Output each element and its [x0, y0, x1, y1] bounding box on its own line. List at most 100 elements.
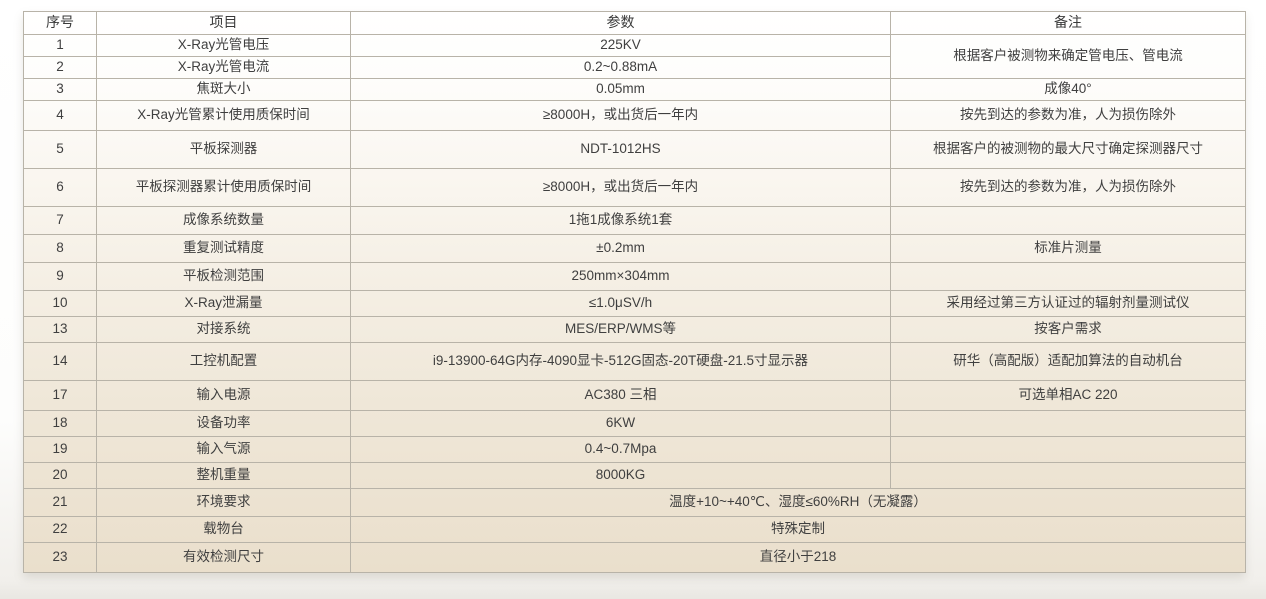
remark-cell — [890, 262, 1246, 291]
row-no-cell: 18 — [23, 410, 97, 437]
item-cell: 设备功率 — [96, 410, 351, 437]
spec-table: 序号 项目 参数 备注 1 X-Ray光管电压 225KV 根据客户被测物来确定管电压… — [23, 11, 1246, 573]
table-row: 18 设备功率 6KW — [23, 410, 1246, 437]
row-no-cell: 19 — [23, 436, 97, 463]
item-cell: X-Ray光管电流 — [96, 56, 351, 79]
row-no-cell: 6 — [23, 168, 97, 207]
param-cell: 6KW — [350, 410, 891, 437]
table-row: 5 平板探测器 NDT-1012HS 根据客户的被测物的最大尺寸确定探测器尺寸 — [23, 130, 1246, 169]
item-cell: 整机重量 — [96, 462, 351, 489]
row-no-cell: 22 — [23, 516, 97, 543]
remark-cell: 按先到达的参数为准，人为损伤除外 — [890, 100, 1246, 131]
item-cell: 载物台 — [96, 516, 351, 543]
row-no-cell: 13 — [23, 316, 97, 343]
row-no-cell: 9 — [23, 262, 97, 291]
param-cell: NDT-1012HS — [350, 130, 891, 169]
item-cell: 成像系统数量 — [96, 206, 351, 235]
item-cell: 焦斑大小 — [96, 78, 351, 101]
param-cell: 0.2~0.88mA — [350, 56, 891, 79]
remark-cell — [890, 436, 1246, 463]
row-no-cell: 10 — [23, 290, 97, 317]
remark-cell: 采用经过第三方认证过的辐射剂量测试仪 — [890, 290, 1246, 317]
header-row: 序号 项目 参数 备注 — [23, 11, 1246, 35]
item-cell: 环境要求 — [96, 488, 351, 517]
item-cell: 输入气源 — [96, 436, 351, 463]
remark-cell: 根据客户被测物来确定管电压、管电流 — [890, 34, 1246, 79]
header-cell-item: 项目 — [96, 11, 351, 35]
item-cell: 对接系统 — [96, 316, 351, 343]
remark-cell: 成像40° — [890, 78, 1246, 101]
row-no-cell: 8 — [23, 234, 97, 263]
table-row: 22 载物台 特殊定制 — [23, 516, 1246, 543]
row-no-cell: 3 — [23, 78, 97, 101]
table-row: 13 对接系统 MES/ERP/WMS等 按客户需求 — [23, 316, 1246, 343]
table-row: 2 X-Ray光管电流 0.2~0.88mA — [23, 56, 1246, 79]
item-cell: 工控机配置 — [96, 342, 351, 381]
row-no-cell: 7 — [23, 206, 97, 235]
table-row: 8 重复测试精度 ±0.2mm 标准片测量 — [23, 234, 1246, 263]
spec-table-body: 1 X-Ray光管电压 225KV 根据客户被测物来确定管电压、管电流 2 X-Ray光管… — [23, 34, 1246, 573]
table-row: 4 X-Ray光管累计使用质保时间 ≥8000H，或出货后一年内 按先到达的参数为准，… — [23, 100, 1246, 131]
table-row: 23 有效检测尺寸 直径小于218 — [23, 542, 1246, 573]
table-row: 9 平板检测范围 250mm×304mm — [23, 262, 1246, 291]
item-cell: 有效检测尺寸 — [96, 542, 351, 573]
param-cell: ≥8000H，或出货后一年内 — [350, 168, 891, 207]
remark-cell: 研华（高配版）适配加算法的自动机台 — [890, 342, 1246, 381]
param-cell: 1拖1成像系统1套 — [350, 206, 891, 235]
row-no-cell: 4 — [23, 100, 97, 131]
param-cell: 0.4~0.7Mpa — [350, 436, 891, 463]
param-cell: 250mm×304mm — [350, 262, 891, 291]
item-cell: 重复测试精度 — [96, 234, 351, 263]
table-row: 3 焦斑大小 0.05mm 成像40° — [23, 78, 1246, 101]
row-no-cell: 5 — [23, 130, 97, 169]
remark-cell — [890, 462, 1246, 489]
param-cell: ±0.2mm — [350, 234, 891, 263]
item-cell: X-Ray光管累计使用质保时间 — [96, 100, 351, 131]
param-cell: 特殊定制 — [350, 516, 1246, 543]
param-cell: 8000KG — [350, 462, 891, 489]
row-no-cell: 21 — [23, 488, 97, 517]
table-row: 7 成像系统数量 1拖1成像系统1套 — [23, 206, 1246, 235]
item-cell: 输入电源 — [96, 380, 351, 411]
header-cell-remark: 备注 — [890, 11, 1246, 35]
param-cell: 直径小于218 — [350, 542, 1246, 573]
remark-cell: 根据客户的被测物的最大尺寸确定探测器尺寸 — [890, 130, 1246, 169]
row-no-cell: 1 — [23, 34, 97, 57]
table-row: 1 X-Ray光管电压 225KV 根据客户被测物来确定管电压、管电流 — [23, 34, 1246, 79]
param-cell: 225KV — [350, 34, 891, 57]
remark-cell: 按先到达的参数为准，人为损伤除外 — [890, 168, 1246, 207]
header-cell-no: 序号 — [23, 11, 97, 35]
item-cell: 平板探测器 — [96, 130, 351, 169]
table-row: 20 整机重量 8000KG — [23, 462, 1246, 489]
table-row: 10 X-Ray泄漏量 ≤1.0μSV/h 采用经过第三方认证过的辐射剂量测试仪 — [23, 290, 1246, 317]
remark-cell: 可选单相AC 220 — [890, 380, 1246, 411]
remark-cell: 按客户需求 — [890, 316, 1246, 343]
header-cell-param: 参数 — [350, 11, 891, 35]
table-row: 21 环境要求 温度+10~+40℃、湿度≤60%RH（无凝露） — [23, 488, 1246, 517]
item-cell: X-Ray光管电压 — [96, 34, 351, 57]
param-cell: ≤1.0μSV/h — [350, 290, 891, 317]
table-row: 17 输入电源 AC380 三相 可选单相AC 220 — [23, 380, 1246, 411]
param-cell: AC380 三相 — [350, 380, 891, 411]
spec-table-header: 序号 项目 参数 备注 — [23, 11, 1246, 35]
item-cell: 平板检测范围 — [96, 262, 351, 291]
item-cell: 平板探测器累计使用质保时间 — [96, 168, 351, 207]
item-cell: X-Ray泄漏量 — [96, 290, 351, 317]
row-no-cell: 14 — [23, 342, 97, 381]
row-no-cell: 20 — [23, 462, 97, 489]
param-cell: MES/ERP/WMS等 — [350, 316, 891, 343]
row-no-cell: 17 — [23, 380, 97, 411]
param-cell: 温度+10~+40℃、湿度≤60%RH（无凝露） — [350, 488, 1246, 517]
table-row: 6 平板探测器累计使用质保时间 ≥8000H，或出货后一年内 按先到达的参数为准，人为… — [23, 168, 1246, 207]
param-cell: i9-13900-64G内存-4090显卡-512G固态-20T硬盘-21.5寸… — [350, 342, 891, 381]
param-cell: 0.05mm — [350, 78, 891, 101]
spec-table-container: 序号 项目 参数 备注 1 X-Ray光管电压 225KV 根据客户被测物来确定管电压… — [23, 11, 1246, 573]
param-cell: ≥8000H，或出货后一年内 — [350, 100, 891, 131]
row-no-cell: 2 — [23, 56, 97, 79]
table-row: 14 工控机配置 i9-13900-64G内存-4090显卡-512G固态-20T硬… — [23, 342, 1246, 381]
remark-cell: 标准片测量 — [890, 234, 1246, 263]
table-row: 19 输入气源 0.4~0.7Mpa — [23, 436, 1246, 463]
row-no-cell: 23 — [23, 542, 97, 573]
remark-cell — [890, 410, 1246, 437]
